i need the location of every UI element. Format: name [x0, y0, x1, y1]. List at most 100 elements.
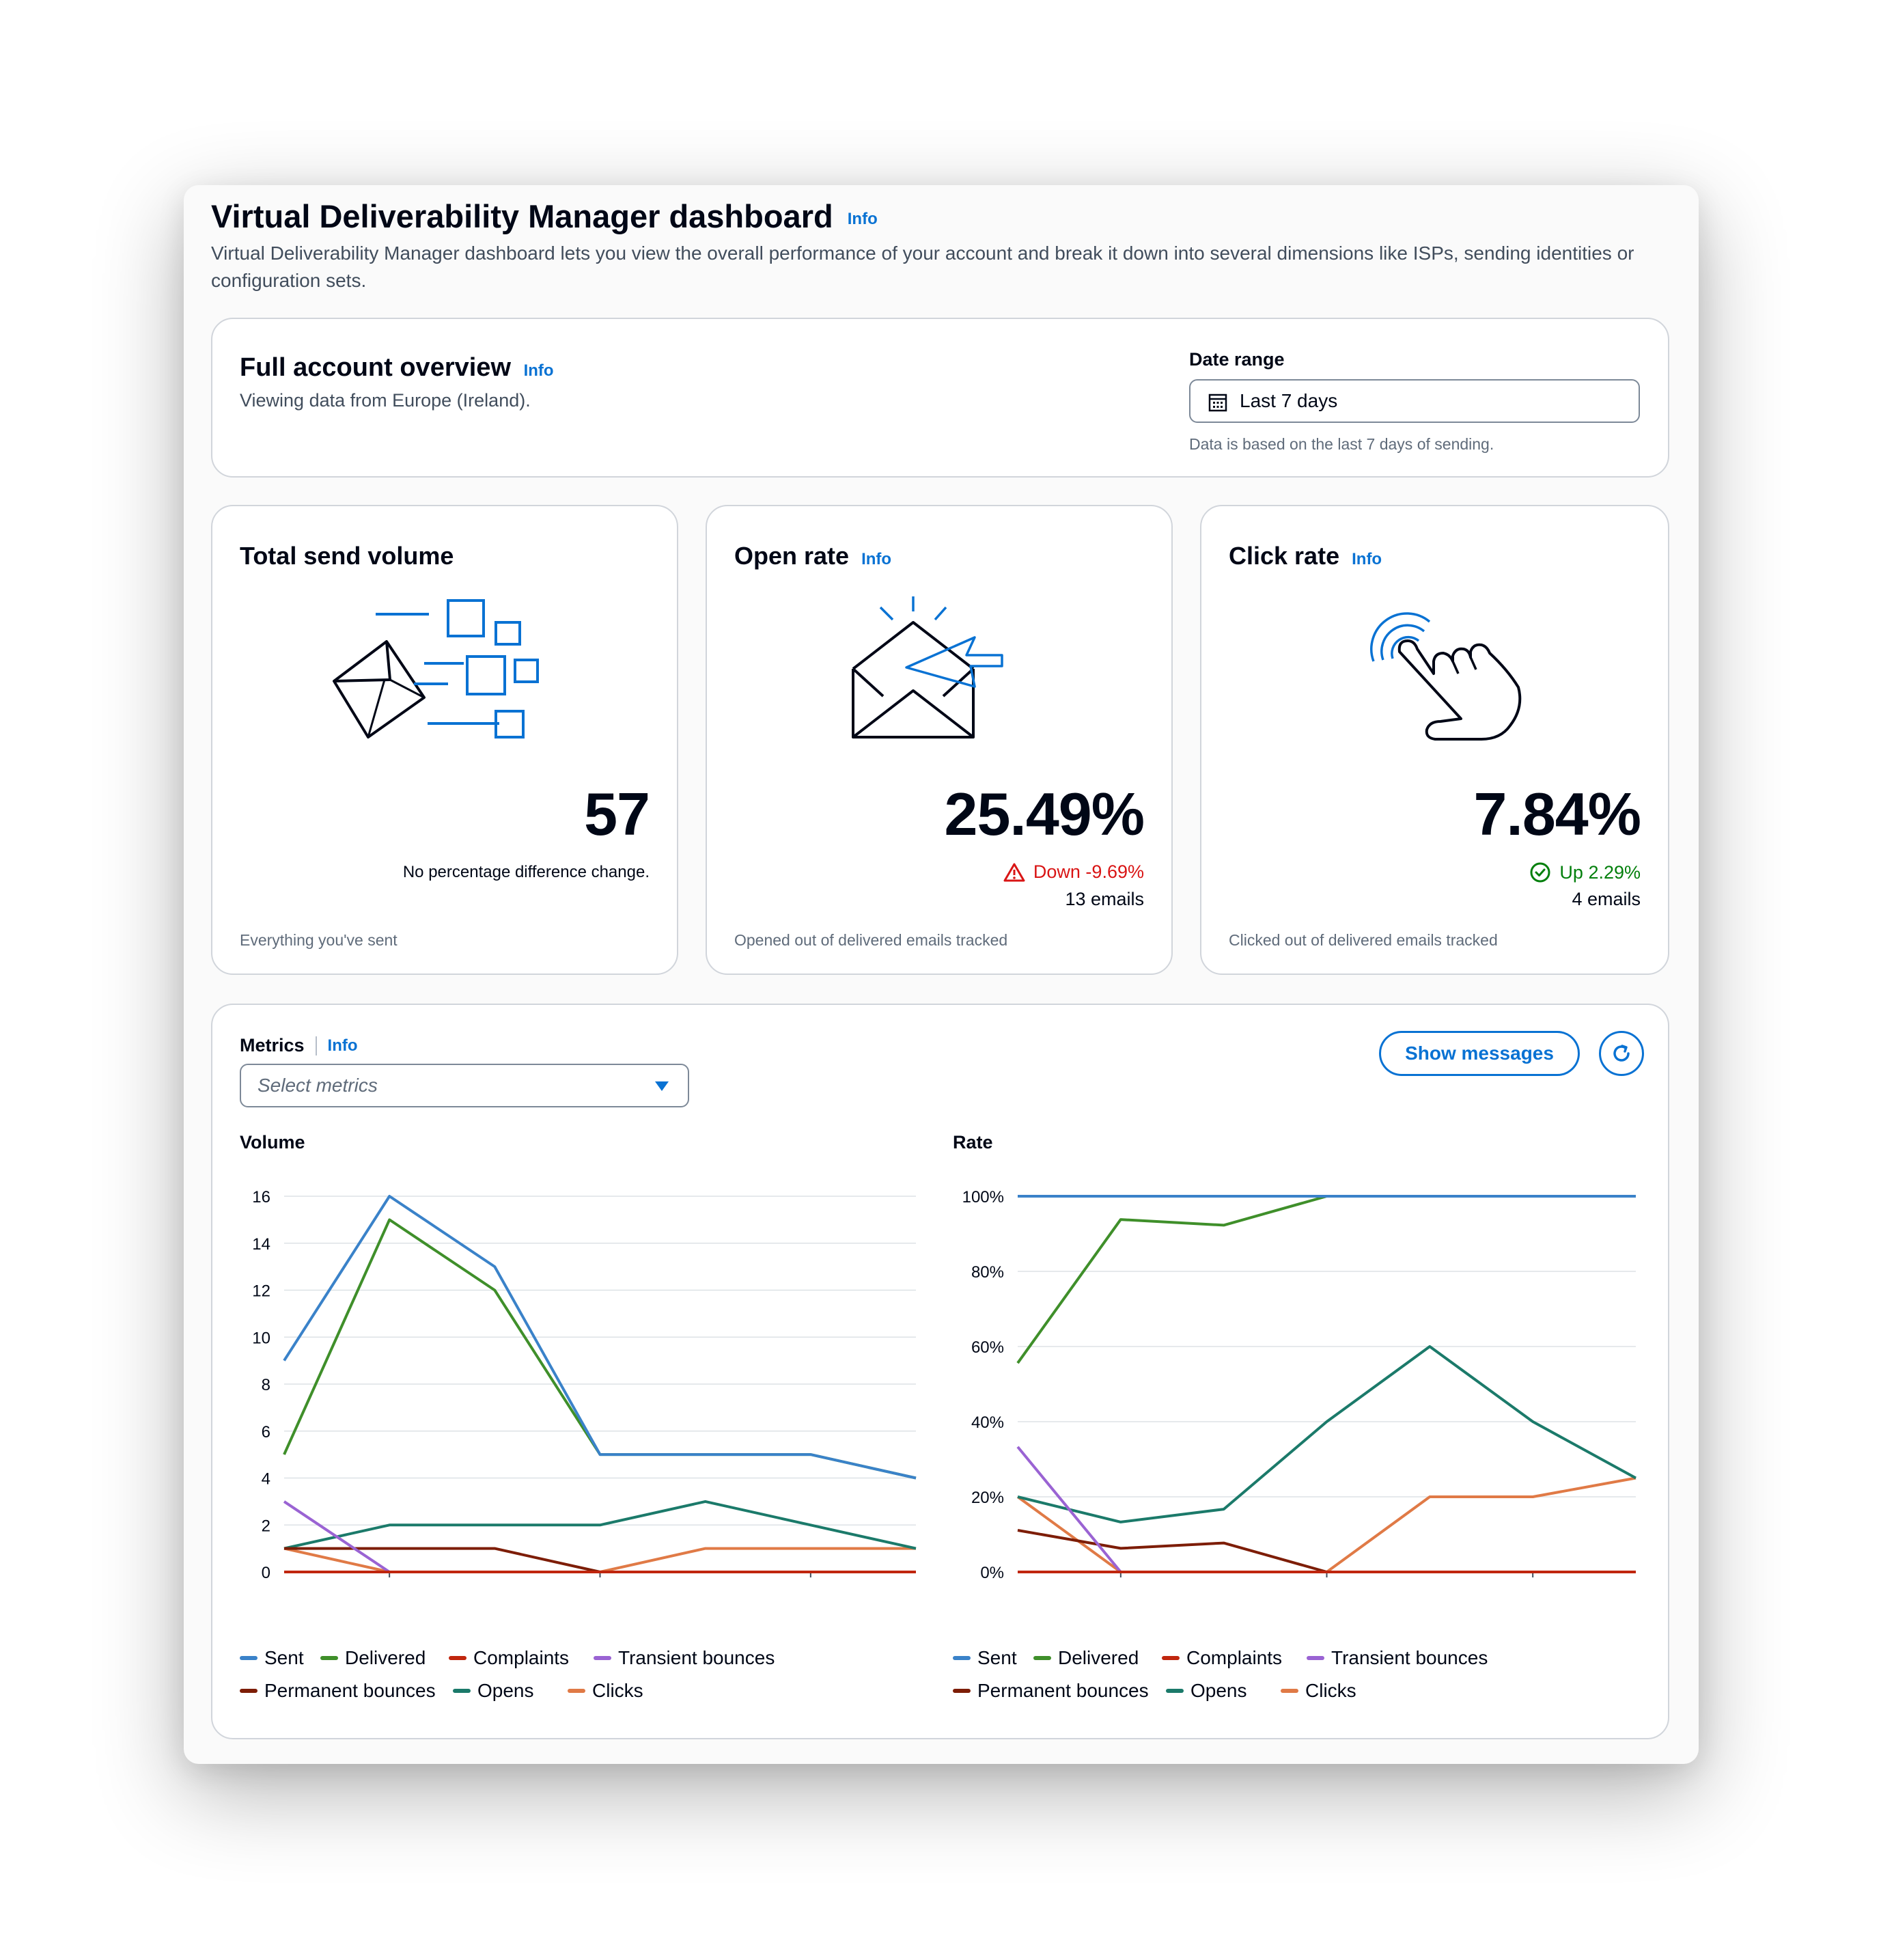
- rate-legend-item-delivered[interactable]: Delivered: [1033, 1647, 1139, 1669]
- calendar-icon: [1208, 394, 1227, 412]
- open-rate-card: Open rate Info 25.49%: [706, 505, 1173, 975]
- volume-chart: 0246810121416Sep 16 at 22:00Sep 18 at 22…: [252, 1188, 917, 1582]
- click-hand-illustration: [1370, 612, 1522, 741]
- rate-legend-label: Clicks: [1305, 1680, 1356, 1701]
- volume-legend-label: Transient bounces: [618, 1647, 775, 1668]
- volume-legend-label: Sent: [264, 1647, 304, 1668]
- open-rate-info-link[interactable]: Info: [861, 550, 892, 568]
- volume-legend-item-transient-bounces[interactable]: Transient bounces: [594, 1647, 775, 1669]
- volume-legend-item-sent[interactable]: Sent: [240, 1647, 304, 1669]
- send-volume-footer: Everything you've sent: [240, 931, 398, 949]
- click-rate-value: 7.84%: [1473, 780, 1641, 848]
- page-title: Virtual Deliverability Manager dashboard…: [211, 197, 878, 235]
- volume-legend-label: Opens: [477, 1680, 534, 1701]
- volume-legend-item-complaints[interactable]: Complaints: [449, 1647, 569, 1669]
- rate-legend-item-opens[interactable]: Opens: [1166, 1680, 1247, 1702]
- show-messages-button[interactable]: Show messages: [1379, 1031, 1580, 1076]
- rate-chart: 0%20%40%60%80%100%Sep 16 at 22:00Sep 18 …: [962, 1188, 1637, 1582]
- volume-y-tick-label: 0: [262, 1564, 270, 1582]
- envelope-icon: [333, 640, 426, 739]
- volume-series-clicks[interactable]: [283, 1547, 916, 1573]
- rate-legend-swatch: [1307, 1656, 1324, 1660]
- rate-series-delivered[interactable]: [1016, 1195, 1636, 1364]
- volume-y-tick-label: 2: [262, 1517, 270, 1535]
- volume-legend-swatch: [320, 1656, 338, 1660]
- volume-series-delivered[interactable]: [283, 1218, 917, 1480]
- rate-y-tick-label: 40%: [971, 1413, 1004, 1432]
- metrics-divider: [315, 1036, 317, 1055]
- send-volume-value: 57: [584, 780, 650, 848]
- warning-icon: [1003, 863, 1025, 881]
- rate-legend-label: Delivered: [1058, 1647, 1139, 1668]
- volume-legend-item-clicks[interactable]: Clicks: [568, 1680, 643, 1702]
- volume-y-tick-label: 10: [252, 1329, 270, 1347]
- metrics-info-link[interactable]: Info: [327, 1036, 358, 1055]
- rate-y-tick-label: 0%: [980, 1564, 1004, 1582]
- volume-legend-label: Permanent bounces: [264, 1680, 436, 1701]
- volume-legend-item-permanent-bounces[interactable]: Permanent bounces: [240, 1680, 436, 1702]
- rate-series-transient-bounces[interactable]: [1016, 1446, 1122, 1573]
- volume-legend-label: Clicks: [592, 1680, 643, 1701]
- volume-y-tick-label: 6: [262, 1423, 270, 1441]
- rate-legend-swatch: [1281, 1689, 1298, 1693]
- rate-legend-swatch: [1033, 1656, 1051, 1660]
- send-volume-change: No percentage difference change.: [402, 863, 650, 881]
- volume-y-tick-label: 8: [262, 1376, 270, 1394]
- open-rate-count: 13 emails: [1065, 889, 1144, 909]
- date-range-hint: Data is based on the last 7 days of send…: [1189, 435, 1494, 453]
- volume-legend-swatch: [568, 1689, 585, 1693]
- volume-legend-label: Complaints: [473, 1647, 570, 1668]
- rate-y-tick-label: 80%: [971, 1263, 1004, 1282]
- overview-card: Full account overview Info Viewing data …: [211, 318, 1669, 478]
- volume-legend-swatch: [240, 1689, 257, 1693]
- overview-title: Full account overview Info: [240, 353, 554, 383]
- refresh-icon: [1613, 1045, 1630, 1062]
- click-rate-info-link[interactable]: Info: [1352, 550, 1382, 568]
- open-rate-title: Open rate Info: [734, 542, 891, 570]
- send-volume-illustration: [333, 599, 539, 739]
- caret-down-icon: [655, 1081, 669, 1091]
- rate-legend-item-sent[interactable]: Sent: [953, 1647, 1017, 1669]
- select-metrics-placeholder: Select metrics: [257, 1075, 378, 1096]
- rate-legend-item-permanent-bounces[interactable]: Permanent bounces: [953, 1680, 1149, 1702]
- select-metrics-dropdown[interactable]: Select metrics: [240, 1064, 689, 1107]
- open-email-illustration: [852, 596, 1003, 739]
- rate-legend-swatch: [1166, 1689, 1184, 1693]
- volume-series-opens[interactable]: [283, 1500, 917, 1550]
- page-info-link[interactable]: Info: [847, 209, 878, 228]
- page-title-text: Virtual Deliverability Manager dashboard: [211, 198, 833, 234]
- click-rate-title-text: Click rate: [1229, 542, 1340, 570]
- rate-legend-item-transient-bounces[interactable]: Transient bounces: [1307, 1647, 1488, 1669]
- date-range-picker[interactable]: Last 7 days: [1189, 379, 1640, 423]
- open-rate-footer: Opened out of delivered emails tracked: [734, 931, 1008, 949]
- volume-series-transient-bounces[interactable]: [283, 1500, 391, 1573]
- page-description: Virtual Deliverability Manager dashboard…: [211, 243, 1634, 291]
- date-range-label: Date range: [1189, 349, 1285, 370]
- click-rate-change: Up 2.29%: [1529, 861, 1641, 883]
- rate-legend-label: Opens: [1190, 1680, 1247, 1701]
- volume-series-sent[interactable]: [283, 1195, 917, 1480]
- rate-y-tick-label: 20%: [971, 1489, 1004, 1507]
- rate-legend-swatch: [1162, 1656, 1180, 1660]
- overview-info-link[interactable]: Info: [523, 361, 554, 380]
- volume-y-tick-label: 14: [252, 1235, 270, 1254]
- success-check-icon: [1530, 862, 1550, 883]
- click-rate-card: Click rate Info 7.84% Up 2.29% 4 emails: [1200, 505, 1669, 975]
- rate-y-tick-label: 100%: [962, 1188, 1004, 1206]
- volume-y-tick-label: 12: [252, 1282, 270, 1301]
- rate-legend-item-clicks[interactable]: Clicks: [1281, 1680, 1356, 1702]
- volume-y-tick-label: 4: [262, 1470, 270, 1489]
- rate-legend-item-complaints[interactable]: Complaints: [1162, 1647, 1282, 1669]
- volume-legend-item-delivered[interactable]: Delivered: [320, 1647, 426, 1669]
- open-rate-title-text: Open rate: [734, 542, 850, 570]
- click-rate-footer: Clicked out of delivered emails tracked: [1229, 931, 1498, 949]
- volume-legend-item-opens[interactable]: Opens: [453, 1680, 534, 1702]
- rate-series-opens[interactable]: [1017, 1345, 1637, 1523]
- open-rate-value: 25.49%: [944, 780, 1145, 848]
- volume-legend-label: Delivered: [345, 1647, 426, 1668]
- volume-chart-legend: Sent Delivered Complaints Transient bounces…: [240, 1647, 923, 1722]
- refresh-button[interactable]: [1599, 1031, 1644, 1076]
- metrics-header: Metrics Info: [240, 1035, 358, 1056]
- open-rate-change: Down -9.69%: [1003, 861, 1144, 883]
- date-range-value: Last 7 days: [1240, 390, 1338, 411]
